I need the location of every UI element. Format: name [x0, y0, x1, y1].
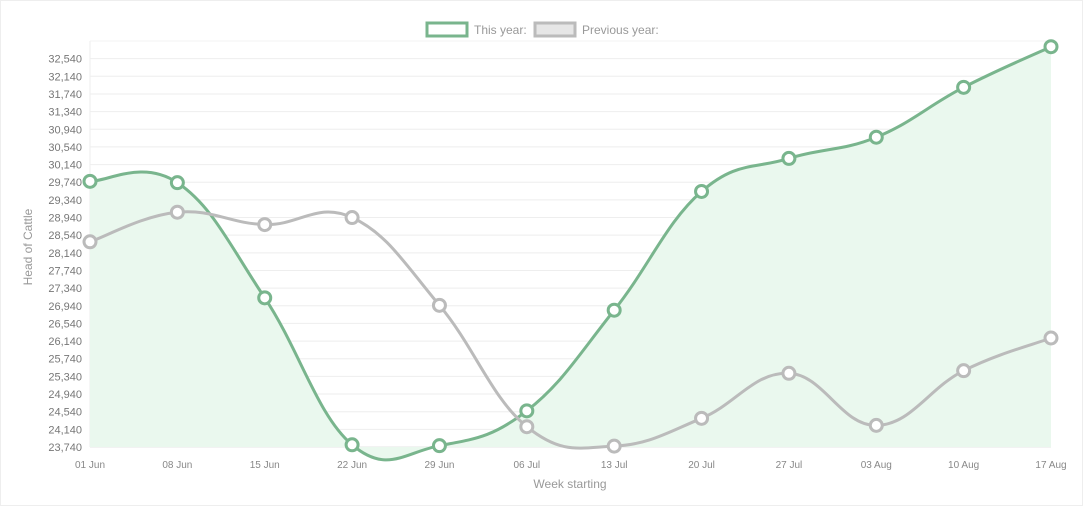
x-tick-label: 20 Jul — [688, 460, 715, 471]
data-point-this-year[interactable] — [868, 129, 884, 145]
y-tick-label: 24,140 — [48, 424, 82, 436]
y-tick-label: 26,940 — [48, 301, 82, 313]
data-point-this-year[interactable] — [694, 183, 710, 199]
legend-swatch — [425, 21, 469, 38]
x-tick-label: 27 Jul — [776, 460, 803, 471]
data-points — [82, 39, 1059, 454]
y-tick-label: 27,340 — [48, 283, 82, 295]
y-tick-label: 24,540 — [48, 407, 82, 419]
y-tick-label: 32,540 — [48, 54, 82, 66]
x-tick-label: 22 Jun — [337, 460, 367, 471]
data-point-previous-year[interactable] — [431, 297, 447, 313]
data-point-previous-year[interactable] — [956, 363, 972, 379]
y-tick-label: 29,740 — [48, 177, 82, 189]
data-point-previous-year[interactable] — [1043, 330, 1059, 346]
y-tick-label: 23,740 — [48, 442, 82, 454]
y-tick-label: 26,140 — [48, 336, 82, 348]
area-fills — [90, 46, 1051, 460]
data-point-previous-year[interactable] — [606, 438, 622, 454]
y-tick-label: 28,940 — [48, 213, 82, 225]
y-tick-label: 31,740 — [48, 89, 82, 101]
legend-label: Previous year: — [582, 23, 659, 37]
data-point-this-year[interactable] — [431, 438, 447, 454]
y-tick-label: 27,740 — [48, 265, 82, 277]
y-tick-label: 31,340 — [48, 107, 82, 119]
x-tick-label: 06 Jul — [513, 460, 540, 471]
x-tick-label: 10 Aug — [948, 460, 979, 471]
x-tick-label: 15 Jun — [250, 460, 280, 471]
y-tick-label: 30,140 — [48, 160, 82, 172]
data-point-this-year[interactable] — [344, 437, 360, 453]
y-tick-label: 26,540 — [48, 318, 82, 330]
y-tick-label: 30,940 — [48, 124, 82, 136]
data-point-this-year[interactable] — [1043, 39, 1059, 55]
y-tick-label: 30,540 — [48, 142, 82, 154]
data-point-previous-year[interactable] — [82, 234, 98, 250]
legend[interactable]: This year: Previous year: — [425, 21, 659, 38]
series-area-this-year — [90, 46, 1051, 460]
data-point-this-year[interactable] — [169, 175, 185, 191]
x-tick-label: 01 Jun — [75, 460, 105, 471]
data-point-previous-year[interactable] — [344, 210, 360, 226]
data-point-previous-year[interactable] — [519, 419, 535, 435]
data-point-previous-year[interactable] — [868, 417, 884, 433]
y-tick-label: 29,340 — [48, 195, 82, 207]
y-axis-label: Head of Cattle — [21, 208, 35, 285]
x-tick-label: 17 Aug — [1035, 460, 1066, 471]
y-tick-label: 24,940 — [48, 389, 82, 401]
x-tick-label: 03 Aug — [861, 460, 892, 471]
y-tick-label: 25,740 — [48, 354, 82, 366]
legend-item-previous-year[interactable]: Previous year: — [533, 21, 659, 38]
y-tick-label: 32,140 — [48, 71, 82, 83]
y-tick-label: 28,540 — [48, 230, 82, 242]
legend-item-this-year[interactable]: This year: — [425, 21, 527, 38]
data-point-previous-year[interactable] — [694, 410, 710, 426]
x-tick-label: 13 Jul — [601, 460, 628, 471]
x-tick-label: 08 Jun — [162, 460, 192, 471]
data-point-this-year[interactable] — [82, 173, 98, 189]
legend-swatch — [533, 21, 577, 38]
data-point-previous-year[interactable] — [169, 204, 185, 220]
x-axis-ticks: 01 Jun 08 Jun 15 Jun 22 Jun 29 Jun 06 Jul 13 J… — [75, 460, 1067, 471]
data-point-previous-year[interactable] — [257, 217, 273, 233]
data-point-this-year[interactable] — [606, 302, 622, 318]
x-tick-label: 29 Jun — [424, 460, 454, 471]
data-point-this-year[interactable] — [956, 79, 972, 95]
data-point-this-year[interactable] — [781, 150, 797, 166]
y-axis-ticks: 23,740 24,140 24,540 24,940 25,340 25,740 26,1… — [48, 54, 82, 454]
y-tick-label: 25,340 — [48, 371, 82, 383]
data-point-this-year[interactable] — [519, 403, 535, 419]
data-point-this-year[interactable] — [257, 290, 273, 306]
data-point-previous-year[interactable] — [781, 365, 797, 381]
x-axis-label: Week starting — [533, 477, 606, 491]
y-tick-label: 28,140 — [48, 248, 82, 260]
legend-label: This year: — [474, 23, 527, 37]
